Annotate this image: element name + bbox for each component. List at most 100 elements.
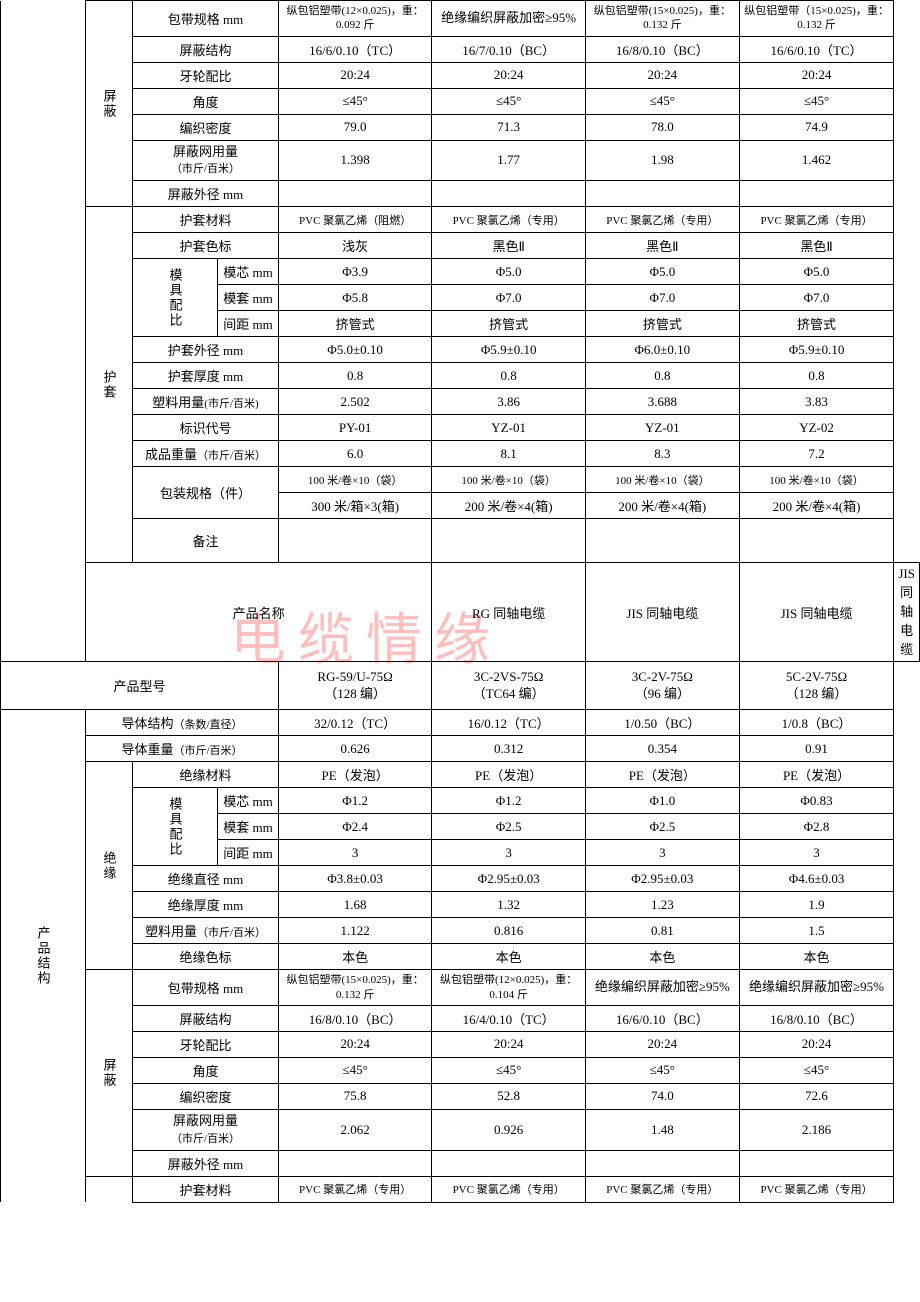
row-label: 角度	[133, 88, 279, 114]
cell: ≤45°	[278, 1057, 431, 1083]
cell: JIS 同轴电缆	[739, 563, 894, 662]
row-label: 角度	[133, 1057, 279, 1083]
cell: 0.8	[432, 363, 586, 389]
model-label: 产品型号	[1, 662, 279, 710]
cell: 绝缘编织屏蔽加密≥95%	[432, 1, 586, 37]
cell: Φ5.0	[739, 259, 894, 285]
cell: PE（发泡）	[432, 762, 586, 788]
cell: 0.8	[278, 363, 431, 389]
cell: Φ6.0±0.10	[585, 337, 739, 363]
cell: YZ-02	[739, 415, 894, 441]
cell: 8.1	[432, 441, 586, 467]
row-label: 牙轮配比	[133, 62, 279, 88]
cell: ≤45°	[739, 1057, 894, 1083]
cell: 20:24	[739, 1031, 894, 1057]
cell: 74.9	[739, 114, 894, 140]
cell: 3.83	[739, 389, 894, 415]
cell: 0.8	[585, 363, 739, 389]
cell: PVC 聚氯乙烯（专用）	[585, 1176, 739, 1202]
cell: 1.98	[585, 140, 739, 181]
cell: 0.626	[278, 736, 431, 762]
cell: PE（发泡）	[585, 762, 739, 788]
row-label: 牙轮配比	[133, 1031, 279, 1057]
cell: 32/0.12（TC）	[278, 710, 431, 736]
cell: Φ5.8	[278, 285, 431, 311]
cell: YZ-01	[585, 415, 739, 441]
name-label: 产品名称	[86, 563, 432, 662]
cell: 16/4/0.10（TC）	[432, 1005, 586, 1031]
cell: 71.3	[432, 114, 586, 140]
row-label: 绝缘直径 mm	[133, 866, 279, 892]
cell: 3	[739, 840, 894, 866]
cell: 20:24	[585, 1031, 739, 1057]
cell: 16/6/0.10（BC）	[585, 1005, 739, 1031]
cell	[585, 519, 739, 563]
cell: 1.122	[278, 918, 431, 944]
spec-table: 屏蔽 包带规格 mm 纵包铝塑带(12×0.025)，重：0.092 斤 绝缘编…	[0, 0, 920, 1203]
leftmost-col	[1, 1, 86, 662]
cell: PY-01	[278, 415, 431, 441]
cell: 2.062	[278, 1109, 431, 1150]
cell: 浅灰	[278, 233, 431, 259]
cell: 黑色Ⅱ	[585, 233, 739, 259]
cell	[278, 1150, 431, 1176]
cell: ≤45°	[278, 88, 431, 114]
cell: PVC 聚氯乙烯（专用）	[585, 207, 739, 233]
cell: 20:24	[585, 62, 739, 88]
row-label: 塑料用量(市斤/百米)	[133, 389, 279, 415]
cell: Φ2.95±0.03	[585, 866, 739, 892]
cell: Φ2.5	[432, 814, 586, 840]
cell: Φ1.2	[278, 788, 431, 814]
row-label: 编织密度	[133, 114, 279, 140]
insul-side: 绝缘	[86, 762, 133, 970]
cell: 黑色Ⅱ	[432, 233, 586, 259]
cell: 纵包铝塑带(12×0.025)，重：0.104 斤	[432, 970, 586, 1006]
cell: 100 米/卷×10（袋）	[585, 467, 739, 493]
cell: 纵包铝塑带(15×0.025)，重：0.132 斤	[278, 970, 431, 1006]
sheath2-side	[86, 1176, 133, 1202]
cell: ≤45°	[432, 88, 586, 114]
cell: Φ7.0	[585, 285, 739, 311]
cell: 78.0	[585, 114, 739, 140]
cell: 纵包铝塑带（15×0.025)，重：0.132 斤	[739, 1, 894, 37]
mold-side: 模具配比	[133, 259, 218, 337]
cell	[585, 181, 739, 207]
cell: Φ2.8	[739, 814, 894, 840]
cell: 100 米/卷×10（袋）	[278, 467, 431, 493]
cell: 200 米/卷×4(箱)	[432, 493, 586, 519]
row-label: 备注	[133, 519, 279, 563]
cell: RG-59/U-75Ω（128 编）	[278, 662, 431, 710]
cell: 0.816	[432, 918, 586, 944]
cell: PE（发泡）	[278, 762, 431, 788]
cell: 1/0.50（BC）	[585, 710, 739, 736]
cell: Φ1.2	[432, 788, 586, 814]
product-struct-side: 产品结构	[1, 710, 86, 1202]
cell: 100 米/卷×10（袋）	[739, 467, 894, 493]
cell: 5C-2V-75Ω（128 编）	[739, 662, 894, 710]
cell: PVC 聚氯乙烯（专用）	[739, 1176, 894, 1202]
cell: ≤45°	[432, 1057, 586, 1083]
cell: 16/6/0.10（TC）	[739, 36, 894, 62]
row-label: 护套材料	[133, 207, 279, 233]
cell: 20:24	[432, 1031, 586, 1057]
cell: 黑色Ⅱ	[739, 233, 894, 259]
row-label: 模芯 mm	[218, 259, 279, 285]
row-label: 绝缘色标	[133, 944, 279, 970]
cell: 1.398	[278, 140, 431, 181]
cell: ≤45°	[739, 88, 894, 114]
cell: Φ4.6±0.03	[739, 866, 894, 892]
cell: 20:24	[278, 62, 431, 88]
cell: 79.0	[278, 114, 431, 140]
cell: 16/8/0.10（BC）	[278, 1005, 431, 1031]
row-label: 包带规格 mm	[133, 1, 279, 37]
cell: 纵包铝塑带(15×0.025)，重：0.132 斤	[585, 1, 739, 37]
cell: 7.2	[739, 441, 894, 467]
row-label: 模芯 mm	[218, 788, 279, 814]
cell: Φ7.0	[432, 285, 586, 311]
cell: 2.502	[278, 389, 431, 415]
cell: 3.688	[585, 389, 739, 415]
cell: 74.0	[585, 1083, 739, 1109]
cell	[739, 519, 894, 563]
cell: 20:24	[739, 62, 894, 88]
cell: Φ5.0	[585, 259, 739, 285]
